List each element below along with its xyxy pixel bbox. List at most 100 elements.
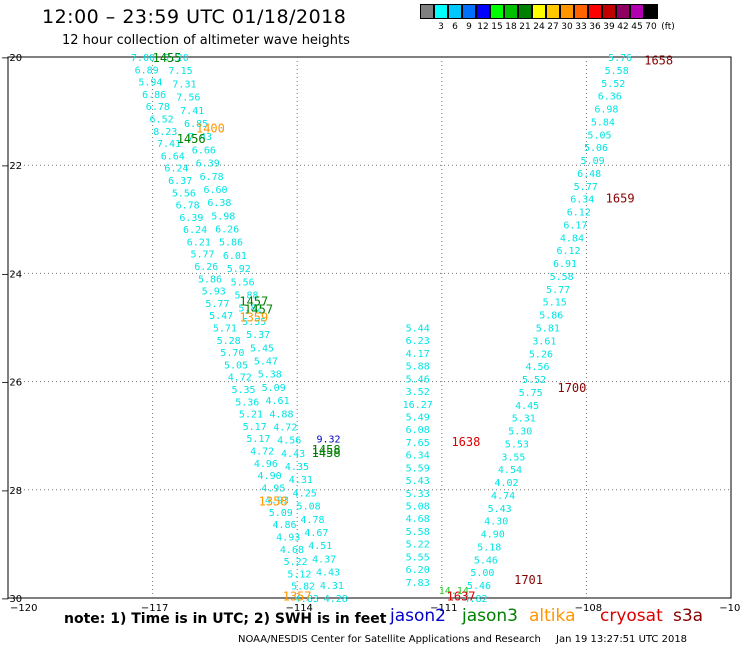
wave-height-value: 5.52 <box>601 79 625 90</box>
scale-label: 42 <box>617 22 629 32</box>
wave-height-value: 6.38 <box>207 198 231 209</box>
wave-height-value: 5.59 <box>406 463 430 474</box>
wave-height-value: 4.84 <box>560 233 584 244</box>
time-label: 1637 <box>447 589 476 603</box>
wave-height-value: 5.26 <box>529 349 553 360</box>
footer-note: note: 1) Time is in UTC; 2) SWH is in fe… <box>64 611 387 627</box>
wave-height-value: 16.27 <box>403 400 433 411</box>
wave-height-value: 6.12 <box>556 246 580 257</box>
wave-height-value: 5.33 <box>406 489 430 500</box>
wave-height-value: 7.41 <box>157 139 181 150</box>
wave-height-value: 5.93 <box>202 287 226 298</box>
wave-height-value: 7.00 <box>131 53 155 64</box>
wave-height-value: 5.45 <box>250 343 274 354</box>
wave-height-value: 4.72 <box>228 373 252 384</box>
wave-height-value: 5.86 <box>539 311 563 322</box>
wave-height-value: 5.77 <box>205 299 229 310</box>
wave-height-value: 4.90 <box>258 471 282 482</box>
time-label: 1400 <box>196 121 225 135</box>
wave-height-value: 5.98 <box>211 211 235 222</box>
wave-height-value: 6.78 <box>146 102 170 113</box>
wave-height-value: 6.24 <box>164 164 188 175</box>
wave-height-value: 6.34 <box>406 451 430 462</box>
wave-height-value: 5.56 <box>172 188 196 199</box>
satellite-jason3: jason3 <box>462 606 518 626</box>
wave-height-value: 6.21 <box>187 237 211 248</box>
scale-label: 18 <box>505 22 517 32</box>
wave-height-value: 5.17 <box>243 422 267 433</box>
wave-height-value: 3.55 <box>501 452 525 463</box>
wave-height-value: 5.15 <box>543 298 567 309</box>
wave-height-value: 6.39 <box>179 213 203 224</box>
scale-label: 21 <box>519 22 531 32</box>
wave-height-value: 5.82 <box>291 582 315 593</box>
wave-height-value: 5.56 <box>231 277 255 288</box>
scale-label: 3 <box>438 22 444 32</box>
wave-height-value: 4.90 <box>481 530 505 541</box>
wave-height-value: 6.64 <box>161 151 185 162</box>
wave-height-value: 5.77 <box>191 250 215 261</box>
wave-height-value: 8.23 <box>153 127 177 138</box>
wave-height-value: 6.20 <box>406 565 430 576</box>
wave-height-value: 4.45 <box>515 401 539 412</box>
footer-credit: NOAA/NESDIS Center for Satellite Applica… <box>238 634 541 645</box>
scale-swatch <box>504 4 518 19</box>
wave-height-value: 4.78 <box>300 515 324 526</box>
wave-height-value: 6.36 <box>598 92 622 103</box>
scale-label: 12 <box>477 22 489 32</box>
scale-label: 15 <box>491 22 503 32</box>
wave-height-value: 5.94 <box>138 78 162 89</box>
wave-height-value: 4.02 <box>494 478 518 489</box>
time-label: 1458 <box>312 446 341 460</box>
wave-height-value: 6.52 <box>150 114 174 125</box>
wave-height-value: 5.21 <box>239 410 263 421</box>
wave-height-value: 5.71 <box>213 324 237 335</box>
scale-label: 27 <box>547 22 559 32</box>
wave-height-value: 5.09 <box>581 156 605 167</box>
wave-height-value: 5.53 <box>505 439 529 450</box>
wave-height-value: 4.74 <box>491 491 515 502</box>
y-tick-label: −22 <box>1 161 22 172</box>
wave-height-value: 5.18 <box>477 542 501 553</box>
wave-height-value: 3.52 <box>406 387 430 398</box>
time-label: 1357 <box>283 589 312 603</box>
wave-height-value: 5.52 <box>522 375 546 386</box>
wave-height-value: 4.68 <box>406 514 430 525</box>
wave-height-value: 7.83 <box>406 578 430 589</box>
scale-label: 9 <box>466 22 472 32</box>
wave-height-value: 5.00 <box>470 568 494 579</box>
scale-swatch <box>616 4 630 19</box>
wave-height-value: 4.96 <box>254 459 278 470</box>
scale-label: 70 <box>645 22 657 32</box>
wave-height-value: 5.47 <box>254 356 278 367</box>
wave-height-value: 5.46 <box>467 581 491 592</box>
time-label: 1659 <box>606 192 635 206</box>
scale-swatch <box>532 4 546 19</box>
wave-height-value: 6.26 <box>215 225 239 236</box>
wave-height-value: 6.17 <box>563 220 587 231</box>
wave-height-value: 3.61 <box>532 336 556 347</box>
wave-height-value: 6.34 <box>570 195 594 206</box>
wave-height-value: 4.31 <box>320 581 344 592</box>
wave-height-value: 5.28 <box>217 336 241 347</box>
time-label: 1701 <box>514 573 543 587</box>
wave-height-value: 5.43 <box>406 476 430 487</box>
wave-height-value: 5.44 <box>406 324 430 335</box>
time-label: 1359 <box>239 311 268 325</box>
satellite-altika: altika <box>529 606 576 626</box>
wave-height-value: 5.35 <box>231 385 255 396</box>
wave-height-value: 5.46 <box>406 374 430 385</box>
wave-height-value: 5.92 <box>227 264 251 275</box>
wave-height-value: 5.05 <box>224 360 248 371</box>
x-tick-label: −108 <box>575 603 602 614</box>
wave-height-value: 6.86 <box>142 90 166 101</box>
x-tick-label: −105 <box>719 603 740 614</box>
scale-label: 36 <box>589 22 601 32</box>
x-tick-label: −111 <box>430 603 457 614</box>
wave-height-value: 7.20 <box>165 53 189 64</box>
y-tick-label: −20 <box>1 53 22 64</box>
wave-height-value: 5.88 <box>234 291 258 302</box>
wave-height-value: 5.08 <box>406 501 430 512</box>
scale-swatch <box>630 4 644 19</box>
wave-height-value: 6.26 <box>194 262 218 273</box>
